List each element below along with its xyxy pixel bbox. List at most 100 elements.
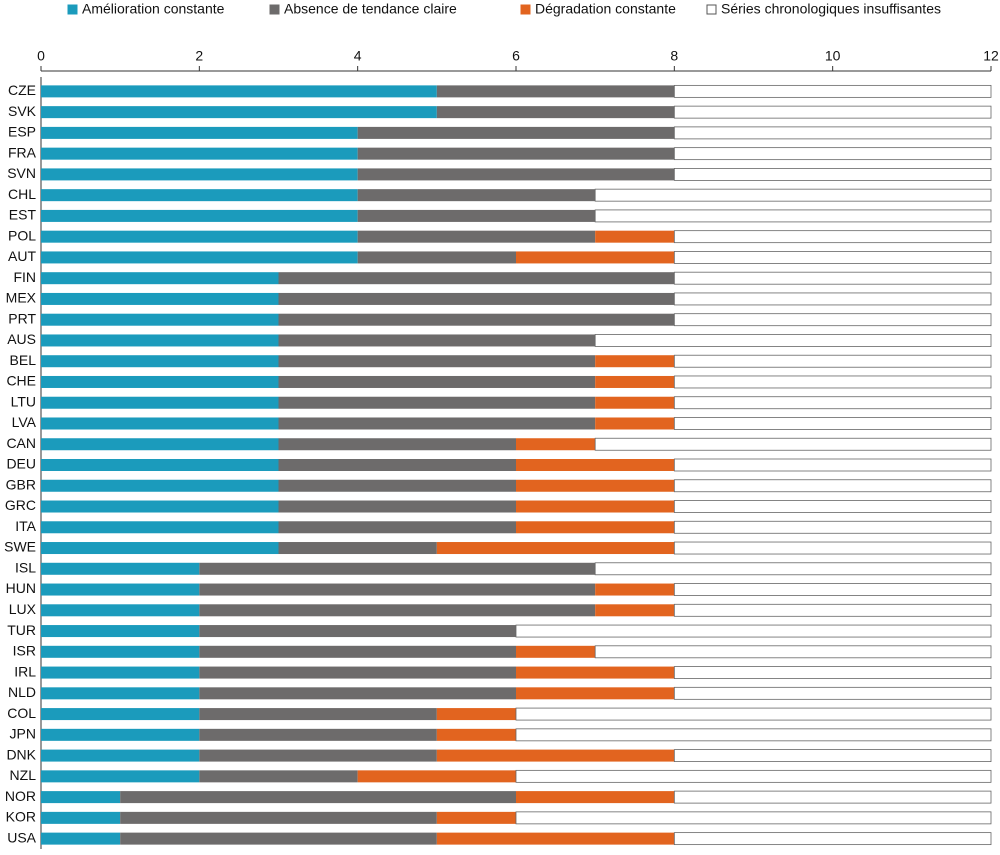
bar-segment [515, 811, 992, 825]
bar-segment [515, 624, 992, 638]
y-tick-label: ISL [15, 559, 36, 575]
bar-segment [41, 396, 279, 409]
y-tick-label: NLD [8, 684, 36, 700]
y-tick-label: POL [8, 227, 36, 243]
bar-segment [436, 728, 516, 741]
bar-segment [199, 645, 517, 658]
bar-segment [594, 437, 992, 451]
y-tick-label: CHE [6, 373, 36, 389]
bar-segment [357, 251, 516, 264]
bar-segment [516, 521, 675, 534]
bar-segment [673, 458, 992, 472]
bar-segment [41, 666, 200, 679]
bar-segment [673, 541, 992, 555]
bar-segment [41, 292, 279, 305]
bar-segment [199, 604, 596, 617]
bar-segment [278, 375, 596, 388]
bar-segment [41, 189, 358, 202]
legend-swatch [67, 4, 78, 15]
legend-label: Dégradation constante [535, 1, 676, 17]
bar-segment [516, 500, 675, 513]
bar-segment [199, 687, 517, 700]
bar-segment [516, 666, 675, 679]
bar-segment [41, 832, 121, 845]
bar-segment [515, 707, 992, 721]
y-tick-label: GBR [6, 476, 36, 492]
bar-segment [41, 811, 121, 824]
bar-segment [199, 625, 517, 638]
bar-segment [594, 645, 992, 659]
bar-segment [357, 189, 596, 202]
bar-segment [673, 147, 992, 161]
y-tick-label: NOR [5, 788, 36, 804]
bar-segment [41, 272, 279, 285]
bar-segment [41, 230, 358, 243]
bar-segment [41, 459, 279, 471]
bar-segment [41, 728, 200, 741]
y-tick-label: DNK [6, 746, 36, 762]
bar-segment [516, 645, 596, 658]
bar-segment [516, 687, 675, 700]
bar-segment [41, 147, 358, 160]
bar-segment [436, 542, 675, 555]
bar-segment [515, 728, 992, 742]
bar-segment [595, 583, 675, 596]
bar-segment [278, 542, 437, 555]
bar-segment [278, 521, 516, 534]
bar-segment [673, 520, 992, 534]
bar-segment [41, 708, 200, 721]
bar-segment [278, 272, 675, 285]
bar-segment [41, 583, 200, 596]
bar-segment [516, 479, 675, 492]
bar-segment [41, 106, 437, 119]
bar-segment [357, 230, 596, 243]
y-tick-label: SVK [8, 103, 37, 119]
bar-segment [673, 105, 992, 119]
bar-segment [436, 749, 675, 762]
bar-segment [199, 749, 437, 762]
bar-segment [41, 417, 279, 430]
y-tick-label: IRL [14, 663, 36, 679]
bar-segment [516, 251, 675, 264]
y-tick-label: FRA [8, 144, 37, 160]
bar-segment [673, 292, 992, 306]
bar-segment [595, 417, 675, 430]
y-tick-label: FIN [13, 269, 36, 285]
x-tick-label: 4 [354, 48, 362, 64]
bar-segment [278, 292, 675, 305]
y-tick-label: AUT [8, 248, 36, 264]
bar-segment [594, 209, 992, 223]
legend-swatch [706, 4, 717, 15]
bar-segment [673, 417, 992, 430]
bar-segment [357, 770, 516, 783]
bar-segment [41, 355, 279, 368]
bar-segment [594, 562, 992, 576]
bar-segment [673, 271, 992, 285]
bar-segment [436, 708, 516, 721]
bar-segment [199, 770, 358, 783]
y-tick-label: AUS [7, 331, 36, 347]
bar-segment [199, 666, 517, 679]
bar-segment [673, 168, 992, 181]
bar-segment [673, 479, 992, 493]
y-tick-label: USA [7, 829, 36, 845]
legend-label: Séries chronologiques insuffisantes [721, 1, 941, 17]
bar-segment [41, 313, 279, 326]
bar-segment [41, 168, 358, 181]
bar-segment [41, 500, 279, 513]
bar-segment [673, 230, 992, 244]
bar-segment [516, 459, 675, 471]
bar-segment [278, 459, 516, 471]
bar-segment [673, 749, 992, 762]
bar-segment [673, 790, 992, 804]
bar-segment [357, 126, 675, 139]
bar-segment [595, 396, 675, 409]
bar-segment [41, 749, 200, 762]
bar-segment [673, 375, 992, 389]
bar-segment [41, 542, 279, 555]
y-tick-label: CAN [6, 435, 36, 451]
bar-segment [436, 85, 675, 98]
bar-segment [673, 354, 992, 368]
y-tick-label: ISR [13, 643, 36, 659]
bar-segment [516, 438, 596, 451]
